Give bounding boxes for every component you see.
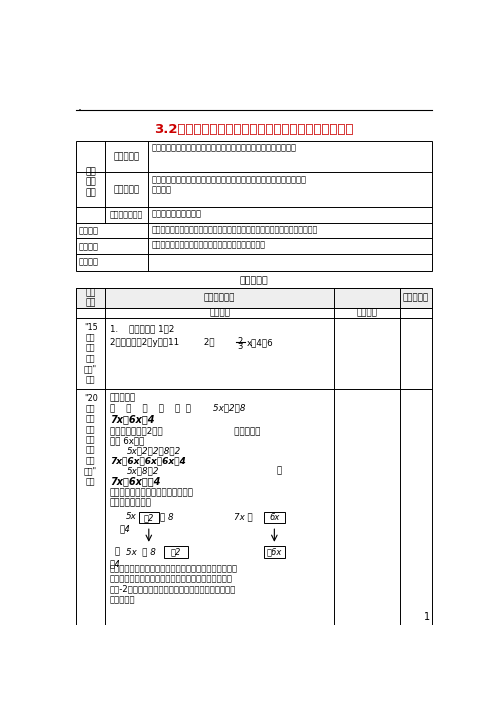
Text: 教学重点: 教学重点 <box>79 227 99 236</box>
Text: 教学设计：: 教学设计： <box>240 277 268 286</box>
Text: 探索练习：: 探索练习： <box>110 394 136 403</box>
Text: 过程与方法: 过程与方法 <box>114 185 140 194</box>
Text: 这个变形相当于：: 这个变形相当于： <box>110 498 152 508</box>
Text: 1: 1 <box>424 611 430 622</box>
Text: 1.    等式的性质 1、2: 1. 等式的性质 1、2 <box>110 324 175 333</box>
Text: －4: －4 <box>120 524 130 534</box>
Text: 7x ＝: 7x ＝ <box>234 512 253 522</box>
Text: 学生通过自己的观察、归纳、独立发现得出移项法则。: 学生通过自己的观察、归纳、独立发现得出移项法则。 <box>151 241 265 249</box>
Text: 师生行为: 师生行为 <box>357 308 377 317</box>
Text: ＝ 8: ＝ 8 <box>160 512 174 522</box>
Bar <box>76 288 433 666</box>
Text: 5x: 5x <box>125 512 136 522</box>
Text: 6x: 6x <box>269 513 280 522</box>
Bar <box>76 141 433 270</box>
Text: 5x－2＋2＝8＋2: 5x－2＋2＝8＋2 <box>127 446 182 455</box>
Text: 2、解方程：2－y＝－11         2、: 2、解方程：2－y＝－11 2、 <box>110 338 215 347</box>
Text: "20
分钟
展示
交流
质疑
训练
点拨
提高"
环节: "20 分钟 展示 交流 质疑 训练 点拨 提高" 环节 <box>84 394 98 486</box>
Text: 教学
环节: 教学 环节 <box>85 288 96 307</box>
Text: 知识与技能: 知识与技能 <box>114 152 140 161</box>
Text: 即: 即 <box>277 466 282 475</box>
Bar <box>76 288 433 307</box>
Text: 解    下    列    方    程  ：        5x－2＝8: 解 下 列 方 程 ： 5x－2＝8 <box>110 404 246 413</box>
Text: 活动内容: 活动内容 <box>209 308 230 317</box>
Text: 思考与调整: 思考与调整 <box>403 293 430 302</box>
Text: ＝: ＝ <box>115 547 120 556</box>
Text: 让学生通过自己的观察、归纳、独立发现得出移项法则，并能够熟练地运用它。: 让学生通过自己的观察、归纳、独立发现得出移项法则，并能够熟练地运用它。 <box>151 225 317 234</box>
Text: 3.2解一元一次方程（一）合并同类项与移项第二课时: 3.2解一元一次方程（一）合并同类项与移项第二课时 <box>154 123 354 135</box>
Text: －6x: －6x <box>267 548 282 557</box>
Text: －2: －2 <box>144 513 154 522</box>
Bar <box>263 512 285 523</box>
Bar <box>139 512 159 523</box>
Text: 减去 6x，得: 减去 6x，得 <box>110 436 144 445</box>
Text: 教具学具: 教具学具 <box>79 258 99 267</box>
Text: 5x＝8＋2: 5x＝8＋2 <box>127 466 160 475</box>
Text: 7x＝6x－4: 7x＝6x－4 <box>110 413 155 424</box>
Bar <box>263 546 285 558</box>
Text: 3: 3 <box>238 342 243 351</box>
Text: x－4＝6: x－4＝6 <box>247 338 273 347</box>
Text: ＋2: ＋2 <box>171 548 181 557</box>
Bar <box>164 546 187 558</box>
Text: 方程两边都加上2，得                          方程两边都: 方程两边都加上2，得 方程两边都 <box>110 426 260 435</box>
Text: 将被动的、接受式的学习方式，转变为动手实践、自主探索与合作交流
等方式。: 将被动的、接受式的学习方式，转变为动手实践、自主探索与合作交流 等方式。 <box>151 175 306 194</box>
Text: 2: 2 <box>238 337 243 346</box>
Text: 5x  ＝ 8: 5x ＝ 8 <box>125 547 155 556</box>
Text: 突出重点，分散难点。: 突出重点，分散难点。 <box>151 210 201 219</box>
Text: 教学活动过程: 教学活动过程 <box>204 293 236 302</box>
Text: 7x－6x＝6x－6x－4: 7x－6x＝6x－6x－4 <box>110 456 186 465</box>
Text: －4: －4 <box>110 559 121 569</box>
Text: ·: · <box>77 105 81 117</box>
Text: 会根据实际问题列出方程，并用合并、移项的方法解一元一次方程: 会根据实际问题列出方程，并用合并、移项的方法解一元一次方程 <box>151 143 296 152</box>
Text: 情感态度价值观: 情感态度价值观 <box>110 211 143 220</box>
Text: 7x－6x＝－4: 7x－6x＝－4 <box>110 476 160 486</box>
Text: 在上面的式子中，让学生注意观察两个方程前后的变化，
一是方向，二是数的变化。从而得出移项法则：把原方
程的-2改变符号后，从方程的一边移到另一边，这种变
形叫移: 在上面的式子中，让学生注意观察两个方程前后的变化， 一是方向，二是数的变化。从而… <box>110 564 238 604</box>
Text: 比较这个方程与原方程，可以发现，: 比较这个方程与原方程，可以发现， <box>110 489 194 498</box>
Text: 教学难点: 教学难点 <box>79 242 99 251</box>
Text: 教学
三维
目标: 教学 三维 目标 <box>85 167 96 197</box>
Text: "15
分钟
温故
自学
群学"
环节: "15 分钟 温故 自学 群学" 环节 <box>84 323 98 384</box>
